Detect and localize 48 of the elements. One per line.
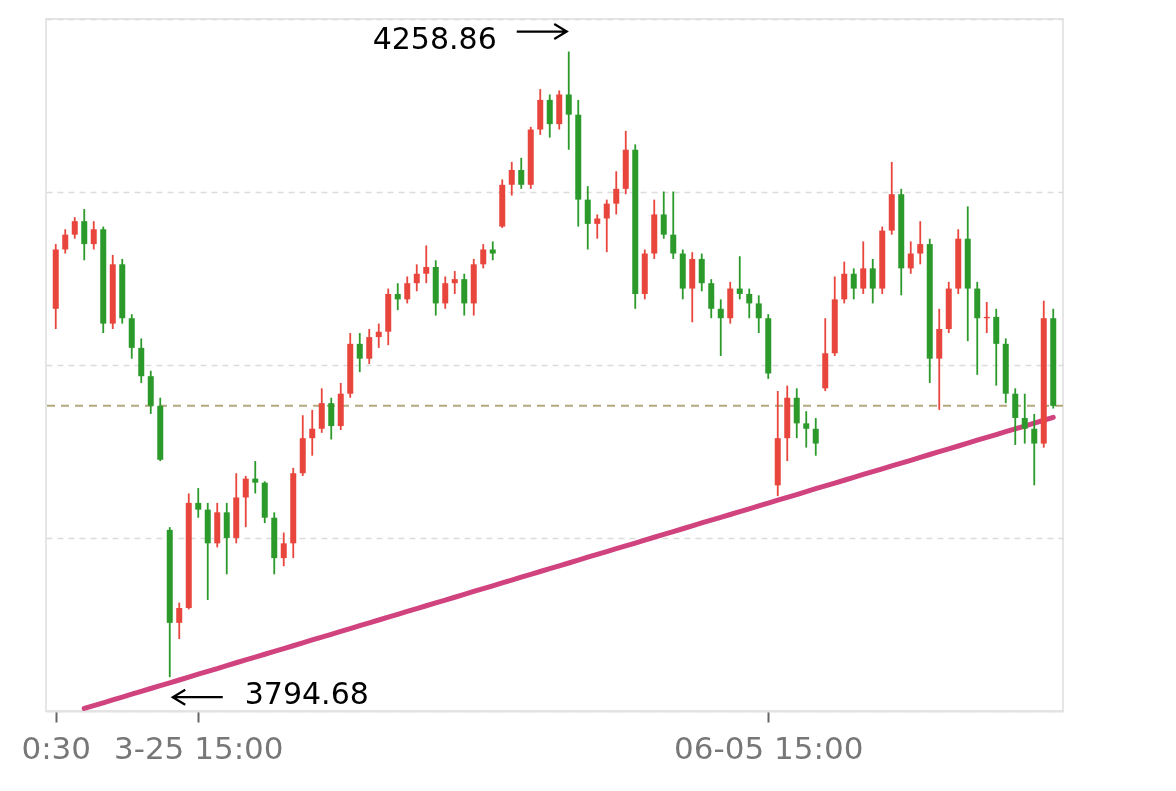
candlestick [670,190,677,260]
candlestick [613,170,620,216]
candlestick [394,282,401,312]
candlestick [356,332,363,374]
x-tick-label: 0:30 [21,729,92,766]
candlestick [489,240,496,262]
candlestick [280,531,287,568]
candlestick [480,243,487,270]
candlestick [850,267,857,301]
candlestick [746,287,753,320]
candlestick [242,475,249,529]
candlestick [404,275,411,305]
x-tick-label: 3-25 15:00 [113,729,284,766]
candlestick [736,255,743,301]
candlestick [375,322,382,349]
candlestick [413,263,420,293]
candlestick [1021,392,1028,445]
candlestick [90,220,97,251]
candlestick [907,240,914,275]
candlestick [309,408,316,457]
candlestick [176,601,183,640]
x-tick-label: 06-05 15:00 [674,729,864,766]
candlestick [508,160,515,197]
candlestick [717,298,724,357]
candlestick [1031,413,1038,487]
candlestick [62,228,69,255]
candlestick [660,190,667,240]
candlestick [594,213,601,240]
candlestick [71,216,78,240]
candlestick [917,220,924,266]
candlestick [518,156,525,190]
candlestick [195,487,202,519]
candlestick [565,50,572,151]
candlestick [442,275,449,310]
annotation: 3794.68 [244,676,369,712]
annotation: 4258.86 [372,20,497,56]
candlestick [860,240,867,295]
candlestick [366,328,373,365]
candlestick [869,258,876,305]
candlestick [812,417,819,457]
candlestick [81,208,88,262]
candlestick [755,294,762,334]
candlestick [451,270,458,295]
candlestick [603,198,610,254]
candlestick [328,396,335,441]
candlestick [423,244,430,285]
candlestick [252,460,259,495]
candlestick [803,410,810,449]
